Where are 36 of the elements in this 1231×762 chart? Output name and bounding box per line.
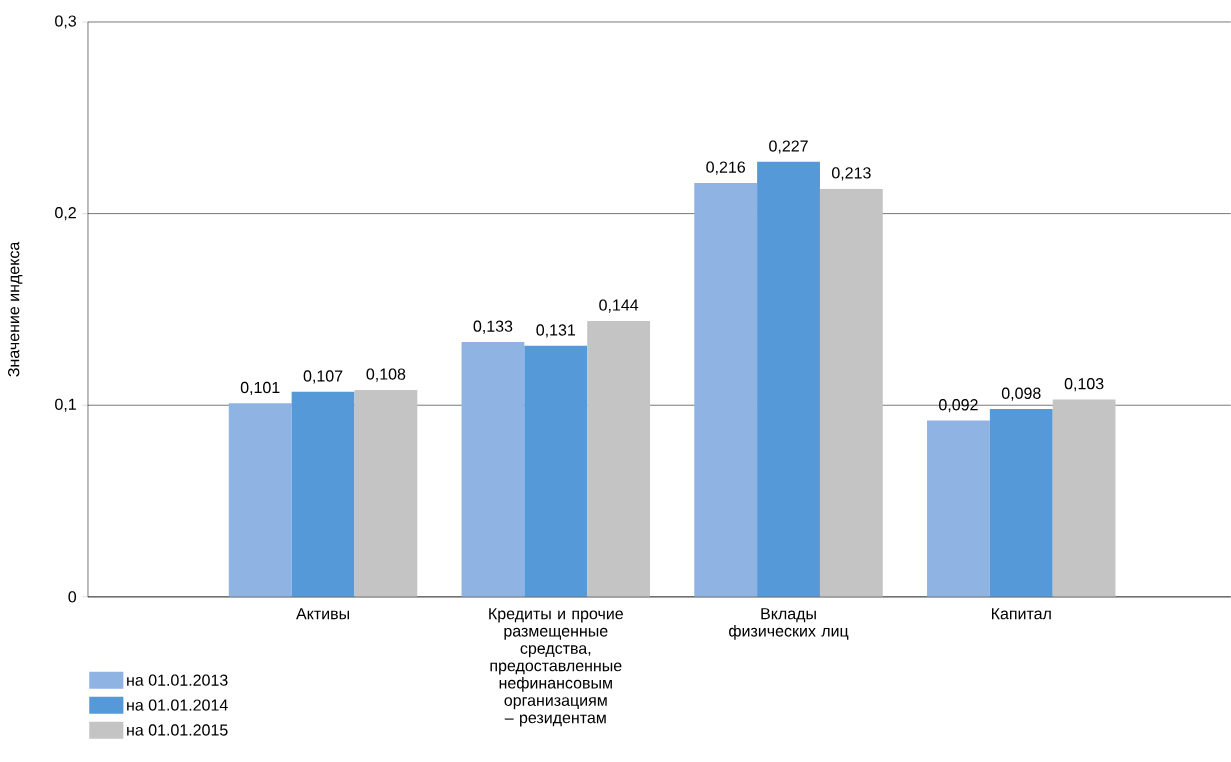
data-label: 0,213 xyxy=(831,167,871,181)
data-label: 0,216 xyxy=(706,161,745,175)
bar xyxy=(757,161,820,597)
data-label: 0,144 xyxy=(599,299,639,313)
bar xyxy=(354,389,418,597)
data-label: 0,108 xyxy=(366,368,406,382)
data-label: 0,098 xyxy=(1001,387,1041,401)
bar xyxy=(587,321,651,597)
bar xyxy=(461,342,525,597)
x-tick-label: Вклады физических лиц xyxy=(729,608,849,640)
x-tick-label: Капитал xyxy=(992,608,1051,620)
x-tick-label: Кредиты и прочие размещенные средства, предоставленные нефинансовым организациям – резидентам xyxy=(489,608,623,727)
y-tick-label: 0 xyxy=(68,591,77,603)
y-axis-title: Значение индекса xyxy=(8,241,23,377)
bar xyxy=(927,420,990,597)
legend-label: на 01.01.2014 xyxy=(127,699,228,711)
data-label: 0,092 xyxy=(939,399,978,413)
legend-label: на 01.01.2015 xyxy=(127,724,228,736)
bar xyxy=(819,188,883,597)
x-tick-label: Активы xyxy=(296,608,349,620)
data-label: 0,107 xyxy=(303,370,343,384)
data-label: 0,227 xyxy=(769,140,808,154)
bar xyxy=(291,391,355,597)
data-label: 0,101 xyxy=(240,381,280,396)
y-tick-label: 0,1 xyxy=(55,398,76,412)
data-label: 0,133 xyxy=(473,320,513,334)
bar xyxy=(989,409,1053,597)
data-label: 0,103 xyxy=(1064,378,1104,392)
legend-label: на 01.01.2013 xyxy=(127,674,228,686)
bar xyxy=(1052,399,1116,597)
bar xyxy=(524,345,588,597)
data-label: 0,131 xyxy=(536,324,576,338)
y-tick-label: 0,2 xyxy=(55,207,76,221)
y-tick-label: 0,3 xyxy=(55,15,76,29)
bar xyxy=(228,403,292,597)
bar xyxy=(694,183,758,597)
